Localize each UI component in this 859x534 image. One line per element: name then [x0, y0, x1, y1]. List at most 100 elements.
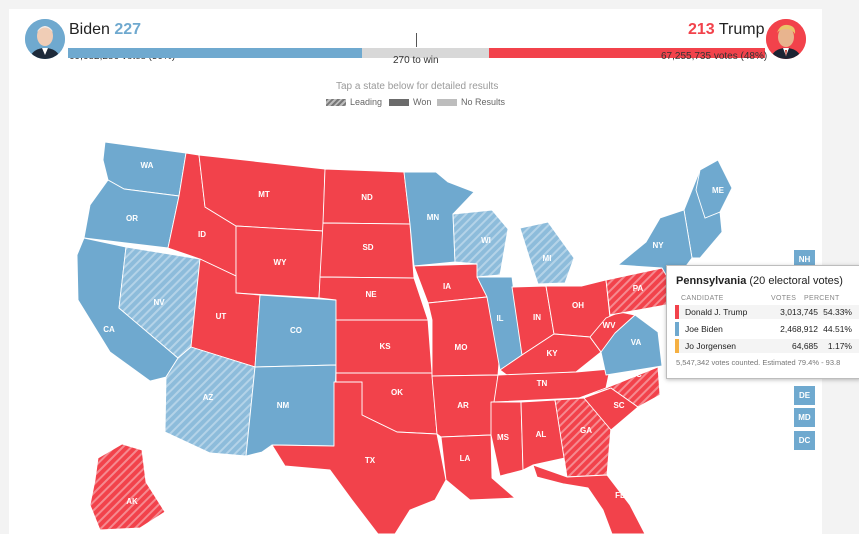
tooltip-candidate-percent: 1.17% [827, 341, 852, 351]
state-label-nv: NV [153, 298, 165, 307]
state-label-pa: PA [633, 284, 644, 293]
hatched-swatch-icon [326, 98, 346, 106]
tooltip-electoral: (20 electoral votes) [749, 275, 843, 287]
state-label-oh: OH [572, 301, 584, 310]
remaining-progress-bar [362, 48, 489, 58]
state-label-mn: MN [427, 213, 440, 222]
biden-portrait-icon [25, 19, 65, 59]
trump-popular-votes: 67,255,735 votes (48%) [661, 51, 768, 62]
state-mi[interactable] [519, 221, 575, 285]
state-label-ia: IA [443, 282, 451, 291]
small-state-nh[interactable]: NH [794, 250, 815, 269]
state-nm[interactable] [245, 364, 337, 457]
tooltip-candidate-name: Donald J. Trump [685, 307, 748, 317]
state-label-ms: MS [497, 433, 510, 442]
state-label-tx: TX [365, 456, 376, 465]
state-ak[interactable] [89, 443, 166, 531]
state-label-la: LA [460, 454, 471, 463]
legend-no-results: No Results [437, 97, 505, 107]
biden-label: Biden 227 [69, 21, 141, 39]
state-label-in: IN [533, 313, 541, 322]
trump-portrait-icon [766, 19, 806, 59]
gray-swatch-icon [437, 98, 457, 106]
us-map: WA OR CA NV ID MT WY UT AZ CO NM ND SD NE KS OK TX MN IA MO… [76, 141, 733, 534]
state-label-wi: WI [481, 236, 491, 245]
state-wi[interactable] [452, 209, 509, 278]
tooltip-candidate-votes: 2,468,912 [780, 324, 818, 334]
state-label-mo: MO [455, 343, 468, 352]
state-label-nd: ND [361, 193, 373, 202]
state-al[interactable] [520, 399, 566, 471]
state-label-or: OR [126, 214, 138, 223]
state-label-ut: UT [216, 312, 227, 321]
state-nc[interactable] [578, 366, 661, 408]
solid-swatch-icon [389, 98, 409, 106]
trump-electoral-votes: 213 [688, 21, 715, 38]
state-label-ky: KY [546, 349, 558, 358]
state-label-ne: NE [365, 290, 377, 299]
state-label-me: ME [712, 186, 725, 195]
biden-progress-bar [68, 48, 362, 58]
legend-leading: Leading [326, 97, 382, 107]
state-label-mi: MI [543, 254, 552, 263]
state-tx[interactable] [271, 381, 447, 534]
to-win-label: 270 to win [393, 55, 439, 66]
state-label-ok: OK [391, 388, 403, 397]
legend-won-label: Won [413, 97, 432, 107]
tooltip-row: Donald J. Trump 3,013,745 54.33% [675, 305, 859, 319]
state-label-co: CO [290, 326, 302, 335]
state-label-ak: AK [126, 497, 138, 506]
tooltip-row: Joe Biden 2,468,912 44.51% [675, 322, 859, 336]
tooltip-header-votes: VOTES [771, 295, 797, 302]
tooltip-candidate-name: Joe Biden [685, 324, 723, 334]
legend-no-results-label: No Results [461, 97, 506, 107]
state-label-tn: TN [537, 379, 548, 388]
tooltip-state-name: Pennsylvania [676, 275, 747, 287]
tooltip-candidate-percent: 54.33% [823, 307, 852, 317]
trump-name: Trump [718, 21, 765, 38]
state-label-wa: WA [141, 161, 154, 170]
legend-leading-label: Leading [350, 97, 383, 107]
biden-name: Biden [69, 21, 110, 38]
map-instructions: Tap a state below for detailed results [336, 81, 499, 92]
state-label-sc: SC [613, 401, 624, 410]
state-label-ks: KS [379, 342, 391, 351]
tooltip-footer: 5,547,342 votes counted. Estimated 79.4%… [676, 358, 841, 367]
small-state-md[interactable]: MD [794, 408, 815, 427]
state-label-il: IL [496, 314, 503, 323]
tooltip-header-percent: PERCENT [804, 295, 840, 302]
tooltip-candidate-name: Jo Jorgensen [685, 341, 737, 351]
state-tooltip: Pennsylvania (20 electoral votes) CANDID… [666, 265, 859, 379]
state-label-va: VA [631, 338, 642, 347]
state-label-nm: NM [277, 401, 290, 410]
candidate-color-chip [675, 339, 679, 353]
state-label-ca: CA [103, 325, 115, 334]
state-label-nc: NC [630, 370, 642, 379]
state-label-sd: SD [362, 243, 373, 252]
small-state-dc[interactable]: DC [794, 431, 815, 450]
candidate-color-chip [675, 322, 679, 336]
state-wv[interactable] [589, 311, 636, 353]
state-label-fl: FL [615, 491, 625, 500]
state-label-ny: NY [652, 241, 664, 250]
legend-won: Won [389, 97, 431, 107]
tooltip-row: Jo Jorgensen 64,685 1.17% [675, 339, 859, 353]
state-ms[interactable] [490, 401, 524, 477]
state-fl[interactable] [532, 464, 646, 534]
trump-progress-bar [489, 48, 765, 58]
tooltip-candidate-percent: 44.51% [823, 324, 852, 334]
candidate-color-chip [675, 305, 679, 319]
state-label-wv: WV [603, 321, 617, 330]
tooltip-header-candidate: CANDIDATE [681, 295, 724, 302]
tooltip-candidate-votes: 64,685 [792, 341, 818, 351]
state-me[interactable] [695, 159, 733, 219]
state-label-az: AZ [203, 393, 214, 402]
small-state-de[interactable]: DE [794, 386, 815, 405]
state-label-al: AL [536, 430, 547, 439]
trump-label: 213 Trump [688, 21, 765, 39]
biden-electoral-votes: 227 [114, 21, 142, 38]
state-label-mt: MT [258, 190, 270, 199]
state-label-ar: AR [457, 401, 469, 410]
win-threshold-marker [416, 33, 417, 47]
tooltip-title: Pennsylvania (20 electoral votes) [676, 275, 843, 287]
